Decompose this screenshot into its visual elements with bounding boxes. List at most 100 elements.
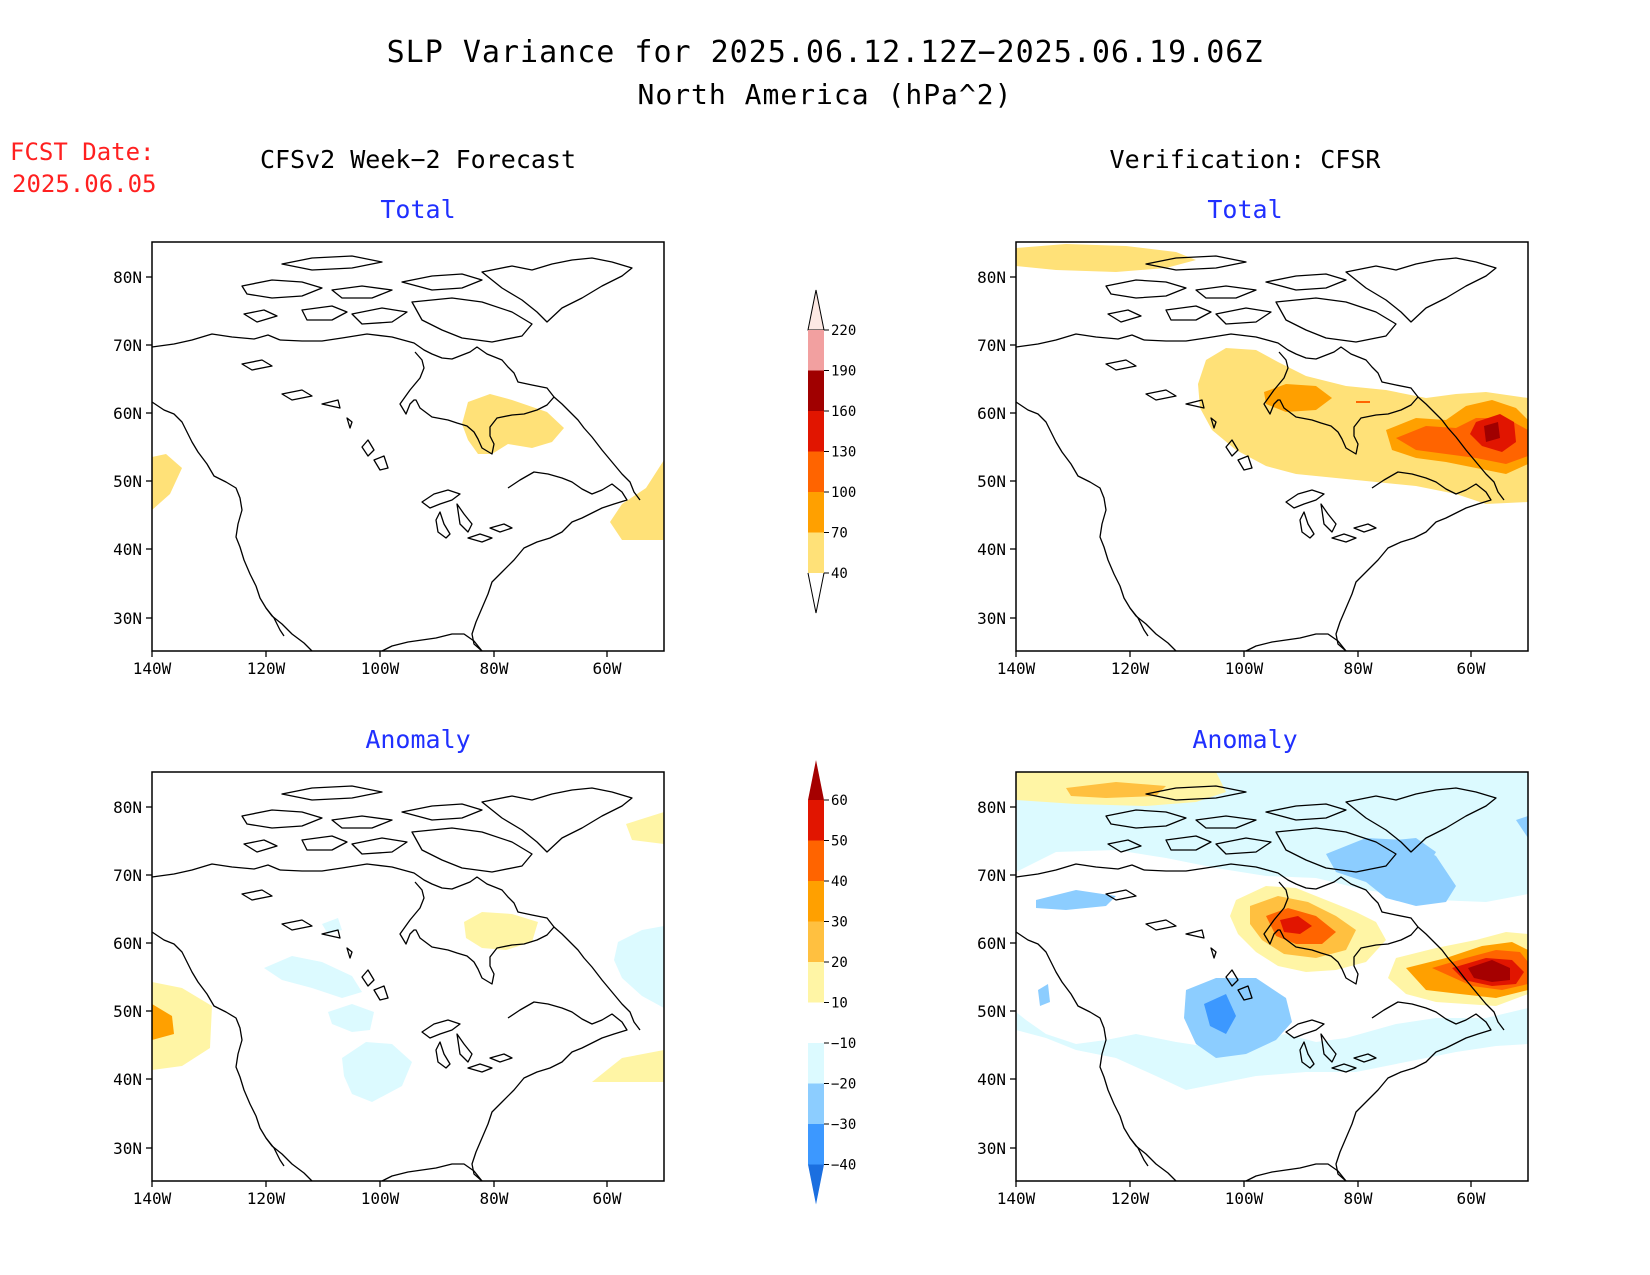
colorbar-segment <box>808 492 824 533</box>
lat-tick-label: 50N <box>977 1002 1006 1021</box>
colorbar-segment <box>808 1043 824 1084</box>
lon-tick-label: 60W <box>1457 659 1486 678</box>
panel-title-verification-total: Total <box>1207 195 1282 224</box>
colorbar-tick-label: 60 <box>831 793 848 809</box>
colorbar-tick-label: 40 <box>831 874 848 890</box>
colorbar-segment <box>808 1083 824 1124</box>
lat-tick-label: 50N <box>113 1002 142 1021</box>
colorbar-total: 220 190 160 130 100 70 40 <box>807 289 856 614</box>
lat-tick-label: 80N <box>113 268 142 287</box>
colorbar-tick-label: 160 <box>831 404 856 420</box>
colorbar-anomaly: 60 50 40 30 20 10 −10 −20 −30 −40 <box>808 760 856 1205</box>
lon-tick-label: 80W <box>1344 1189 1373 1208</box>
colorbar-tick-label: 70 <box>831 526 848 542</box>
lon-tick-label: 140W <box>133 1189 172 1208</box>
colorbar-segment <box>808 411 824 452</box>
figure-subtitle: North America (hPa^2) <box>637 78 1012 111</box>
lat-tick-label: 70N <box>977 336 1006 355</box>
lat-tick-label: 60N <box>113 404 142 423</box>
lat-tick-label: 30N <box>113 609 142 628</box>
colorbar-segment <box>808 532 824 573</box>
shading-forecast-anomaly <box>152 812 664 1102</box>
lon-tick-label: 100W <box>1225 1189 1264 1208</box>
lon-tick-label: 120W <box>1111 659 1150 678</box>
colorbar-tick-label: −40 <box>831 1158 856 1174</box>
colorbar-tick-label: 190 <box>831 364 856 380</box>
map-axes: 80N 70N 60N 50N 40N 30N 140W 120W 100W 80W 60W 80N 7… <box>113 268 1486 1208</box>
lon-tick-label: 120W <box>247 659 286 678</box>
colorbar-tick-label: −20 <box>831 1077 856 1093</box>
colorbar-tick-label: 50 <box>831 834 848 850</box>
lon-tick-label: 60W <box>1457 1189 1486 1208</box>
map-panel-verification-anomaly <box>1015 771 1529 1182</box>
lat-tick-label: 30N <box>113 1139 142 1158</box>
lon-tick-label: 140W <box>997 659 1036 678</box>
colorbar-tick-label: 30 <box>831 915 848 931</box>
lat-tick-label: 70N <box>113 336 142 355</box>
lat-tick-label: 60N <box>977 404 1006 423</box>
fcst-date-value: 2025.06.05 <box>12 170 157 198</box>
colorbar-segment <box>808 330 824 371</box>
lon-tick-label: 140W <box>133 659 172 678</box>
colorbar-tick-label: 40 <box>831 566 848 582</box>
left-column-title: CFSv2 Week−2 Forecast <box>260 145 576 174</box>
lon-tick-label: 80W <box>480 659 509 678</box>
shading-verification-total <box>1016 244 1528 504</box>
colorbar-tick-label: −30 <box>831 1117 856 1133</box>
panel-title-verification-anomaly: Anomaly <box>1192 725 1297 754</box>
map-panel-verification-total <box>1015 241 1529 652</box>
colorbar-triangle-bottom <box>808 1164 824 1205</box>
lon-tick-label: 60W <box>593 659 622 678</box>
lat-tick-label: 80N <box>113 798 142 817</box>
colorbar-tick-label: 220 <box>831 323 856 339</box>
lat-tick-label: 40N <box>977 1070 1006 1089</box>
lon-tick-label: 140W <box>997 1189 1036 1208</box>
lat-tick-label: 30N <box>977 1139 1006 1158</box>
colorbar-segment <box>808 840 824 881</box>
figure-title: SLP Variance for 2025.06.12.12Z−2025.06.… <box>387 35 1264 70</box>
lat-tick-label: 40N <box>113 1070 142 1089</box>
colorbar-tick-label: 130 <box>831 445 856 461</box>
right-column-title: Verification: CFSR <box>1110 145 1382 174</box>
lon-tick-label: 120W <box>1111 1189 1150 1208</box>
lat-tick-label: 50N <box>977 472 1006 491</box>
colorbar-segment <box>808 881 824 922</box>
lat-tick-label: 70N <box>113 866 142 885</box>
lon-tick-label: 60W <box>593 1189 622 1208</box>
panel-title-forecast-anomaly: Anomaly <box>365 725 470 754</box>
lon-tick-label: 80W <box>480 1189 509 1208</box>
colorbar-segment <box>808 962 824 1003</box>
lat-tick-label: 40N <box>113 540 142 559</box>
colorbar-tick-label: 20 <box>831 955 848 971</box>
lat-tick-label: 60N <box>977 934 1006 953</box>
colorbar-segment <box>808 451 824 492</box>
colorbar-segment <box>808 1002 824 1043</box>
lon-tick-label: 100W <box>1225 659 1264 678</box>
lon-tick-label: 80W <box>1344 659 1373 678</box>
colorbar-segment <box>808 921 824 962</box>
lat-tick-label: 80N <box>977 798 1006 817</box>
lon-tick-label: 100W <box>361 659 400 678</box>
colorbar-tick-label: 100 <box>831 485 856 501</box>
shading-verification-anomaly <box>1016 772 1528 1181</box>
colorbar-segment <box>808 370 824 411</box>
colorbar-triangle-top <box>808 760 824 800</box>
panel-title-forecast-total: Total <box>380 195 455 224</box>
lat-tick-label: 50N <box>113 472 142 491</box>
lat-tick-label: 40N <box>977 540 1006 559</box>
lat-tick-label: 70N <box>977 866 1006 885</box>
colorbar-tick-label: 10 <box>831 996 848 1012</box>
map-panel-forecast-anomaly <box>151 771 665 1182</box>
map-panel-forecast-total <box>151 241 665 652</box>
lat-tick-label: 80N <box>977 268 1006 287</box>
fcst-date-label: FCST Date: <box>10 138 155 166</box>
colorbar-segment <box>808 800 824 841</box>
colorbar-triangle-bottom <box>807 572 825 614</box>
colorbar-tick-label: −10 <box>831 1036 856 1052</box>
lon-tick-label: 100W <box>361 1189 400 1208</box>
lat-tick-label: 60N <box>113 934 142 953</box>
colorbar-triangle-top <box>807 289 825 331</box>
lat-tick-label: 30N <box>977 609 1006 628</box>
colorbar-segment <box>808 1124 824 1165</box>
